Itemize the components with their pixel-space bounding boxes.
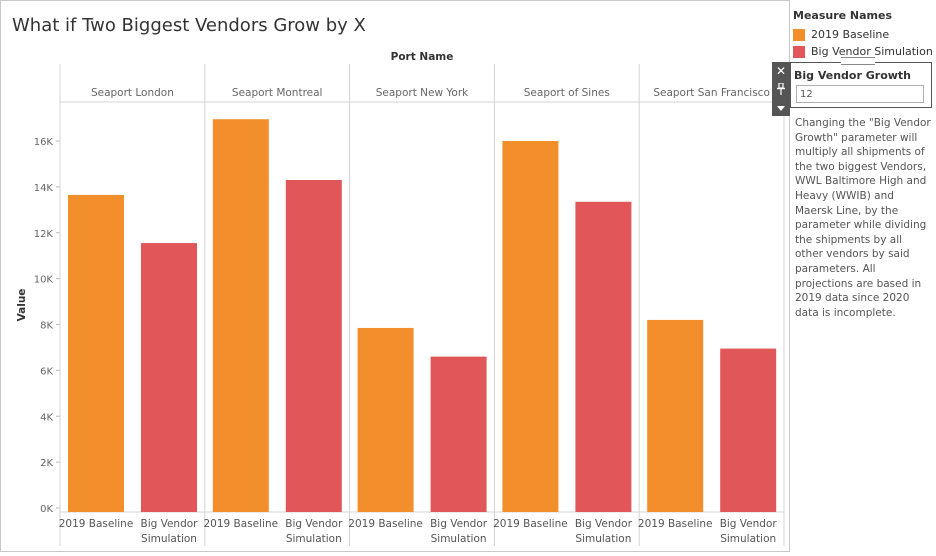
bar [431, 357, 487, 512]
y-axis-title: Value [16, 289, 28, 322]
dropdown-arrow-icon[interactable] [772, 98, 790, 116]
bar [502, 141, 558, 512]
x-category-label: 2019 Baseline [59, 518, 134, 530]
y-tick-label: 2K [40, 458, 53, 469]
x-category-label: Simulation [431, 533, 487, 545]
y-tick-label: 12K [34, 229, 54, 240]
x-category-label: 2019 Baseline [204, 518, 279, 530]
panel-header-label: Seaport New York [376, 87, 469, 99]
y-tick-label: 10K [34, 275, 54, 286]
parameter-label: Big Vendor Growth [794, 69, 911, 82]
big-vendor-growth-input[interactable] [796, 85, 924, 103]
legend-swatch-simulation [793, 46, 805, 58]
y-tick-label: 8K [40, 321, 53, 332]
panel-header-label: Seaport London [91, 87, 174, 99]
drag-handle[interactable] [841, 57, 875, 65]
x-category-label: Big Vendor [720, 518, 778, 530]
x-category-label: Big Vendor [575, 518, 633, 530]
x-category-label: Simulation [141, 533, 197, 545]
column-header-title: Port Name [391, 51, 454, 63]
panel-header-label: Seaport of Sines [524, 87, 610, 99]
legend-swatch-baseline [793, 29, 805, 41]
legend-item-baseline[interactable]: 2019 Baseline [793, 26, 933, 43]
legend-label-baseline: 2019 Baseline [811, 28, 889, 41]
x-category-label: 2019 Baseline [348, 518, 423, 530]
close-icon[interactable]: ✕ [772, 62, 790, 80]
legend: Measure Names 2019 Baseline Big Vendor S… [793, 9, 933, 60]
x-category-label: Simulation [720, 533, 776, 545]
x-category-label: 2019 Baseline [638, 518, 713, 530]
parameter-description: Changing the "Big Vendor Growth" paramet… [795, 116, 931, 320]
y-tick-label: 14K [34, 183, 54, 194]
bar [286, 180, 342, 512]
bar [575, 202, 631, 512]
y-tick-label: 16K [34, 137, 54, 148]
bar-chart: Port Name Value 0K 2K 4K 6K 8K 10K 12K 14K 16K Seap… [0, 0, 790, 552]
panel-header-label: Seaport Montreal [232, 87, 323, 99]
x-category-label: 2019 Baseline [493, 518, 568, 530]
bar [68, 195, 124, 512]
legend-title: Measure Names [793, 9, 933, 22]
y-tick-label: 6K [40, 366, 53, 377]
y-tick-label: 4K [40, 412, 53, 423]
x-category-label: Big Vendor [140, 518, 198, 530]
bar [720, 349, 776, 512]
parameter-control: Big Vendor Growth [790, 62, 932, 108]
y-tick-label: 0K [40, 504, 53, 515]
x-category-label: Simulation [286, 533, 342, 545]
pin-icon[interactable] [772, 80, 790, 98]
bar [141, 243, 197, 512]
bar [358, 328, 414, 512]
x-category-label: Big Vendor [430, 518, 488, 530]
parameter-toolbar: ✕ [772, 62, 790, 116]
bar [213, 119, 269, 512]
bar [647, 320, 703, 512]
x-category-label: Big Vendor [285, 518, 343, 530]
x-category-label: Simulation [575, 533, 631, 545]
panel-header-label: Seaport San Francisco [653, 87, 770, 99]
